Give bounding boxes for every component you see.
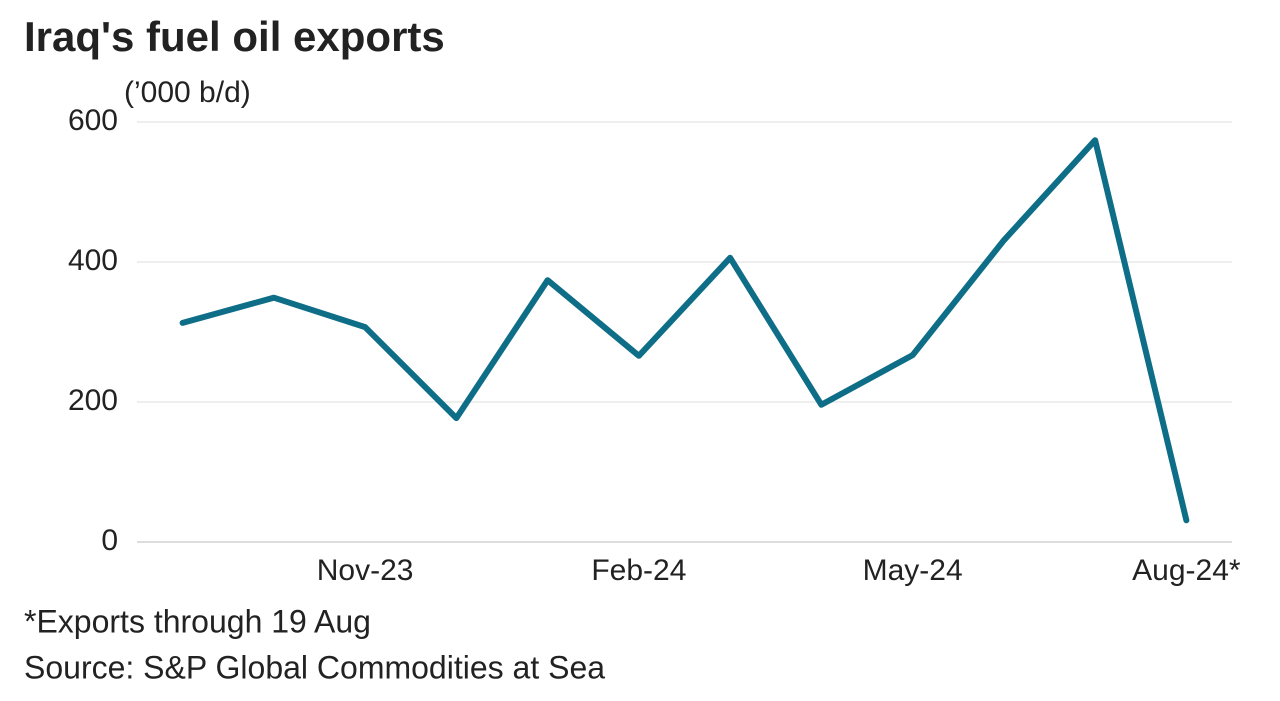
data-line [179, 137, 1190, 524]
x-tick-label: Nov-23 [317, 554, 414, 587]
x-tick-label: Feb-24 [591, 554, 686, 587]
y-tick-label: 200 [68, 384, 118, 417]
chart-title: Iraq's fuel oil exports [24, 13, 445, 60]
y-tick-label: 400 [68, 244, 118, 277]
x-tick-label: May-24 [863, 554, 963, 587]
footnote: *Exports through 19 Aug [24, 603, 371, 639]
source: Source: S&P Global Commodities at Sea [24, 649, 605, 685]
chart-subtitle: (’000 b/d) [124, 76, 251, 109]
y-tick-label: 600 [68, 104, 118, 137]
x-tick-label: Aug-24* [1132, 554, 1241, 587]
y-tick-label: 0 [101, 524, 118, 557]
